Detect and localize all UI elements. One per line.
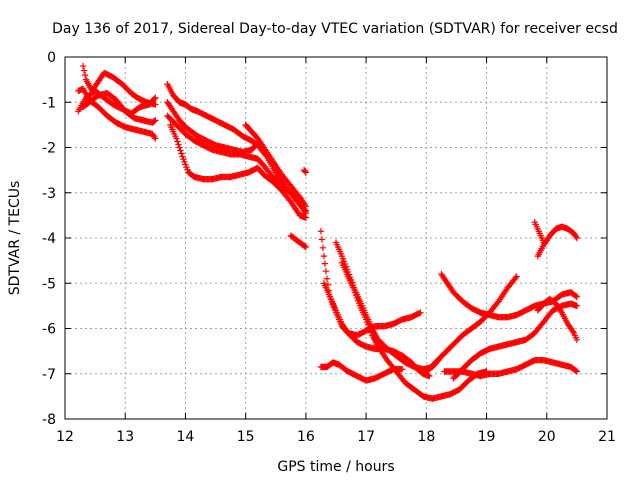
data-point: [302, 203, 310, 210]
data-point: [81, 71, 89, 79]
axis-ticks: 12 13 14 15 16 17 18 19 20 21 0 -1 -2 -3 -4 -5 -6 -7 -8: [42, 50, 616, 445]
y-tick-label: -2: [42, 141, 56, 157]
data-point: [152, 135, 159, 142]
data-point: [301, 168, 309, 175]
series-arc-22: [534, 223, 581, 260]
data-point: [569, 328, 577, 335]
series-arc-04: [79, 90, 159, 126]
data-point: [259, 142, 266, 150]
data-point: [302, 169, 310, 176]
grid-lines: [65, 57, 607, 419]
data-point: [573, 293, 581, 301]
series-arc-17: [438, 271, 581, 321]
y-tick-label: -6: [42, 322, 56, 338]
data-point: [173, 135, 180, 142]
data-point: [152, 94, 159, 101]
y-tick-label: -5: [42, 276, 56, 292]
data-point: [319, 244, 327, 252]
data-point: [572, 233, 580, 240]
series-arc-20: [450, 300, 581, 382]
data-point: [176, 144, 183, 151]
data-point: [513, 273, 520, 280]
x-tick-label: 14: [177, 429, 195, 445]
data-point: [178, 150, 185, 157]
x-tick-label: 13: [116, 429, 134, 445]
y-tick-label: 0: [47, 50, 56, 66]
series-arc-11: [300, 166, 310, 176]
data-point: [151, 95, 158, 103]
data-point: [573, 336, 581, 344]
data-point: [318, 236, 326, 243]
series-arc-03: [79, 62, 159, 108]
data-point: [573, 302, 581, 310]
x-tick-label: 19: [478, 429, 496, 445]
y-tick-label: -7: [42, 367, 56, 383]
y-tick-label: -4: [42, 231, 56, 247]
data-point: [320, 252, 328, 260]
data-point: [151, 133, 158, 141]
series-arc-02: [75, 85, 159, 142]
data-point: [323, 275, 331, 282]
data-marks: [75, 62, 581, 402]
y-tick-label: -3: [42, 186, 56, 202]
data-point: [322, 267, 330, 275]
data-point: [152, 101, 159, 108]
data-point: [512, 274, 519, 282]
data-point: [80, 67, 88, 74]
data-point: [573, 234, 581, 242]
series-arc-06: [164, 99, 261, 156]
data-point: [426, 372, 433, 380]
series-arc-09: [242, 121, 310, 210]
data-point: [540, 239, 547, 246]
chart-title: Day 136 of 2017, Sidereal Day-to-day VTE…: [52, 21, 618, 37]
data-point: [417, 309, 424, 316]
x-tick-label: 18: [417, 429, 435, 445]
data-point: [302, 243, 310, 251]
data-point: [151, 117, 158, 125]
data-point: [399, 366, 406, 373]
y-tick-label: -1: [42, 95, 56, 111]
series-arc-10: [287, 232, 310, 251]
y-axis-label: SDTVAR / TECUs: [7, 181, 23, 296]
x-tick-label: 12: [56, 429, 74, 445]
data-point: [572, 292, 580, 300]
data-point: [573, 368, 581, 375]
x-tick-label: 17: [357, 429, 375, 445]
series-arc-21: [534, 295, 581, 344]
series-arc-08: [167, 121, 310, 221]
data-point: [317, 228, 325, 235]
series-arc-23: [531, 218, 547, 246]
data-point: [321, 260, 329, 267]
x-axis-label: GPS time / hours: [277, 459, 394, 475]
data-point: [301, 243, 309, 250]
data-point: [175, 141, 182, 148]
data-point: [152, 117, 159, 124]
data-point: [79, 62, 87, 70]
data-point: [174, 138, 181, 145]
data-point: [557, 307, 565, 315]
y-tick-label: -8: [42, 412, 56, 428]
x-tick-label: 20: [538, 429, 556, 445]
x-tick-label: 21: [598, 429, 616, 445]
series-arc-18: [420, 273, 520, 377]
series-arc-16: [317, 359, 406, 384]
x-tick-label: 15: [237, 429, 255, 445]
data-point: [177, 147, 184, 154]
x-tick-label: 16: [297, 429, 315, 445]
data-point: [572, 367, 580, 374]
data-point: [301, 201, 309, 209]
data-point: [302, 214, 310, 221]
